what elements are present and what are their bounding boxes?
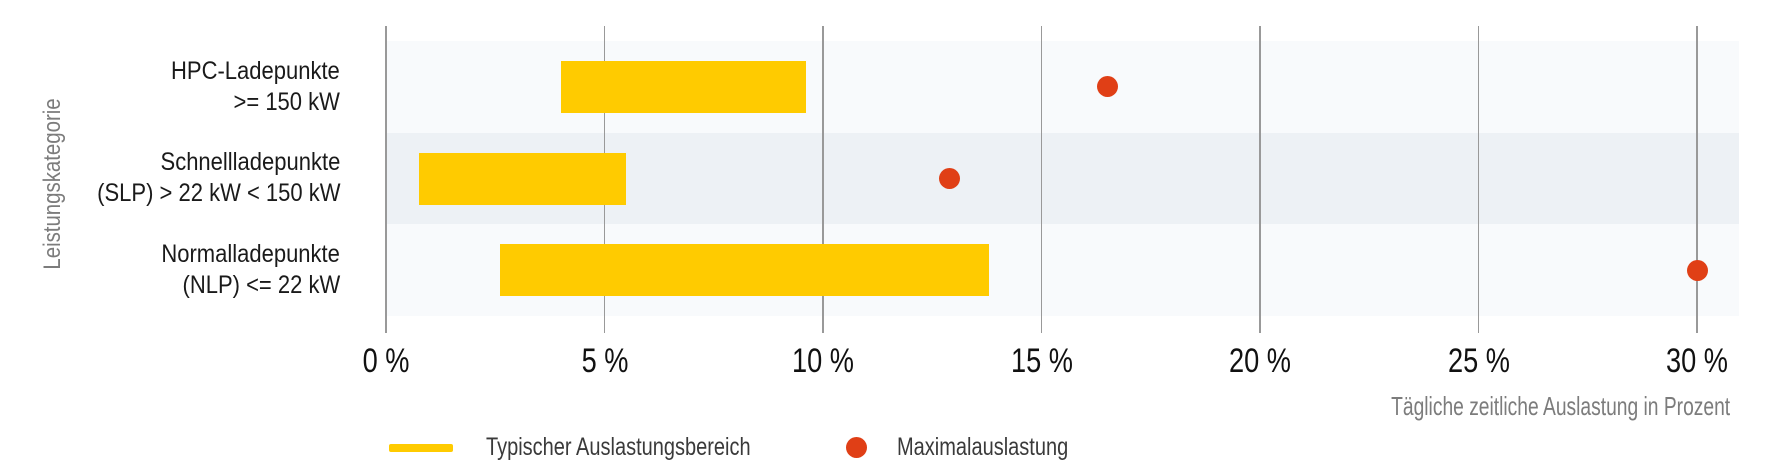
category-label-line: HPC-Ladepunkte (171, 56, 340, 85)
x-tick-label: 0 % (362, 342, 410, 380)
range-bar (418, 152, 627, 205)
category-label: Normalladepunkte (NLP) <= 22 kW (0, 224, 340, 316)
max-dot (1096, 76, 1118, 98)
x-tick-label: 5 % (581, 342, 628, 380)
category-label-line: Normalladepunkte (161, 240, 340, 269)
x-axis-title: Tägliche zeitliche Auslastung in Prozent (1390, 391, 1730, 421)
gridline (385, 26, 387, 333)
category-label-line: >= 150 kW (233, 87, 340, 116)
x-tick-label: 10 % (792, 342, 854, 380)
x-tick-label: 20 % (1229, 342, 1291, 380)
category-label-line: (NLP) <= 22 kW (182, 271, 340, 300)
legend-dot-swatch (846, 437, 867, 458)
gridline (1040, 26, 1043, 333)
range-bar (499, 244, 990, 297)
legend-label: Typischer Auslastungsbereich (486, 433, 751, 461)
gridline (822, 26, 824, 333)
max-dot (939, 168, 961, 189)
gridline (1477, 26, 1480, 333)
category-label: HPC-Ladepunkte >= 150 kW (0, 41, 340, 133)
category-label: Schnellladepunkte (SLP) > 22 kW < 150 kW (0, 133, 340, 225)
category-label-line: Schnellladepunkte (160, 148, 340, 177)
gridline (1259, 26, 1261, 333)
x-tick-label: 30 % (1666, 342, 1728, 380)
category-label-line: (SLP) > 22 kW < 150 kW (96, 179, 340, 208)
gridline (1696, 26, 1698, 333)
x-tick-label: 25 % (1447, 342, 1510, 380)
range-bar (560, 60, 806, 113)
x-tick-label: 15 % (1010, 342, 1073, 380)
legend-label: Maximalauslastung (897, 433, 1069, 461)
legend-bar-swatch (389, 444, 453, 452)
max-dot (1686, 259, 1708, 281)
